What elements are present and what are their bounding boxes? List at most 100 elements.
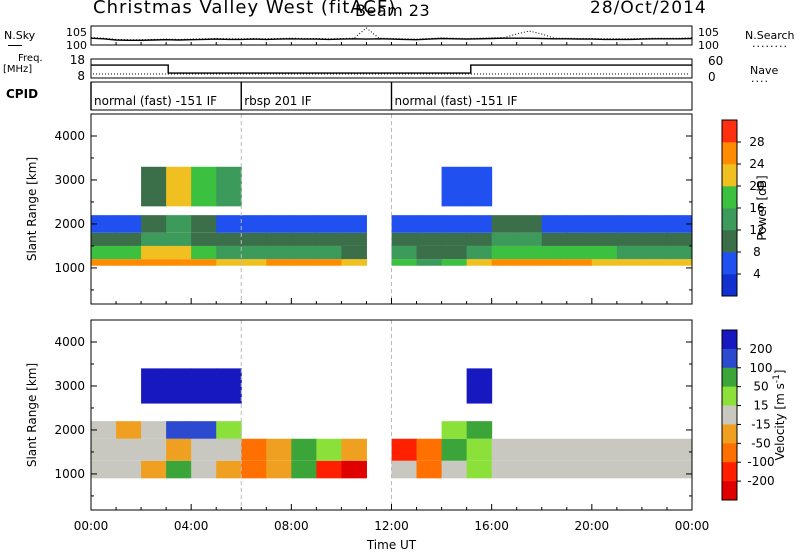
power-cell: [566, 259, 593, 266]
power-colorbar-segment: [722, 252, 737, 275]
power-cells: [91, 166, 693, 266]
nave-legend-dots: ....: [751, 72, 769, 85]
nsearch-tick-bottom: 100: [698, 39, 719, 52]
velocity-y-axis-label: Slant Range [km]: [25, 363, 39, 467]
velocity-cell: [316, 438, 342, 461]
power-cell: [216, 166, 242, 207]
velocity-colorbar-segment: [722, 405, 737, 425]
power-colorbar-segment: [722, 142, 737, 165]
power-cell: [241, 259, 267, 266]
cpid-label: CPID: [6, 87, 39, 101]
velocity-cell: [416, 438, 443, 461]
velocity-cell: [616, 460, 643, 479]
power-colorbar-segment: [722, 274, 737, 297]
power-cell: [291, 245, 317, 260]
velocity-colorbar-label-exponent: -1: [772, 374, 782, 383]
x-axis-label: Time UT: [366, 538, 417, 552]
power-colorbar-segment: [722, 208, 737, 231]
velocity-cell: [216, 438, 242, 461]
power-cell: [466, 232, 493, 246]
power-cell: [191, 166, 217, 207]
power-cell: [216, 245, 242, 260]
power-cell: [391, 232, 418, 246]
power-cell: [141, 245, 167, 260]
power-cell: [191, 215, 217, 233]
station-title: Christmas Valley West (fitACF): [93, 0, 397, 18]
power-colorbar-tick-label: 16: [749, 201, 764, 215]
power-cell: [141, 166, 167, 207]
power-colorbar-segment: [722, 164, 737, 187]
power-y-tick-label: 3000: [54, 173, 85, 187]
power-cell: [141, 215, 167, 233]
velocity-cell: [591, 438, 618, 461]
nsearch-series-line: [90, 27, 693, 41]
velocity-cell: [141, 368, 167, 404]
power-cell: [516, 215, 543, 233]
velocity-cell: [141, 421, 167, 439]
power-cell: [291, 215, 317, 233]
x-tick-label: 16:00: [474, 519, 509, 533]
power-cell: [616, 259, 643, 266]
nsky-series-line: [90, 37, 693, 41]
velocity-cell: [341, 460, 367, 479]
power-cell: [516, 245, 543, 260]
power-cell: [491, 232, 518, 246]
power-cell: [191, 259, 217, 266]
power-cell: [291, 259, 317, 266]
velocity-cell: [466, 421, 493, 439]
power-cell: [266, 215, 292, 233]
power-cell: [616, 245, 643, 260]
nsky-tick-bottom: 100: [66, 39, 87, 52]
power-cell: [416, 245, 443, 260]
power-colorbar-segment: [722, 230, 737, 253]
velocity-cell: [516, 438, 543, 461]
power-colorbar-tick-label: 12: [749, 223, 764, 237]
power-cell: [91, 245, 117, 260]
velocity-cell: [116, 421, 142, 439]
power-cell: [316, 232, 342, 246]
frequency-series-line: [91, 64, 692, 74]
power-cell: [191, 245, 217, 260]
nsky-label-underline: [8, 45, 22, 46]
velocity-cell: [641, 438, 668, 461]
power-cell: [666, 259, 693, 266]
power-colorbar-tick-label: 24: [749, 157, 764, 171]
velocity-cell: [216, 421, 242, 439]
velocity-cell: [316, 460, 342, 479]
nave-tick-bottom: 0: [708, 70, 716, 84]
power-cell: [316, 245, 342, 260]
power-cell: [566, 245, 593, 260]
power-cell: [666, 215, 693, 233]
cpid-segment-label: normal (fast) -151 IF: [94, 94, 217, 108]
power-cell: [166, 259, 192, 266]
velocity-cell: [91, 460, 117, 479]
x-tick-label: 20:00: [575, 519, 610, 533]
velocity-colorbar-tick-label: 15: [753, 399, 768, 413]
velocity-cells: [91, 368, 693, 479]
power-cell: [441, 259, 468, 266]
velocity-cell: [491, 438, 518, 461]
velocity-cell: [191, 368, 217, 404]
power-cell: [641, 232, 668, 246]
power-cell: [166, 215, 192, 233]
nsky-tick-top: 105: [66, 26, 87, 39]
nave-label: Nave: [750, 64, 779, 77]
velocity-cell: [491, 460, 518, 479]
cpid-segment-label: rbsp 201 IF: [244, 94, 311, 108]
power-cell: [341, 232, 367, 246]
velocity-cell: [216, 368, 242, 404]
power-cell: [341, 245, 367, 260]
velocity-cell: [441, 438, 468, 461]
power-cell: [491, 259, 518, 266]
power-cell: [616, 232, 643, 246]
power-cell: [441, 232, 468, 246]
power-cell: [416, 259, 443, 266]
velocity-cell: [166, 438, 192, 461]
velocity-colorbar-segment: [722, 348, 737, 369]
power-cell: [641, 245, 668, 260]
x-tick-label: 08:00: [274, 519, 309, 533]
power-cell: [541, 259, 568, 266]
power-cell: [141, 259, 167, 266]
power-cell: [241, 245, 267, 260]
velocity-y-tick-label: 3000: [54, 379, 85, 393]
